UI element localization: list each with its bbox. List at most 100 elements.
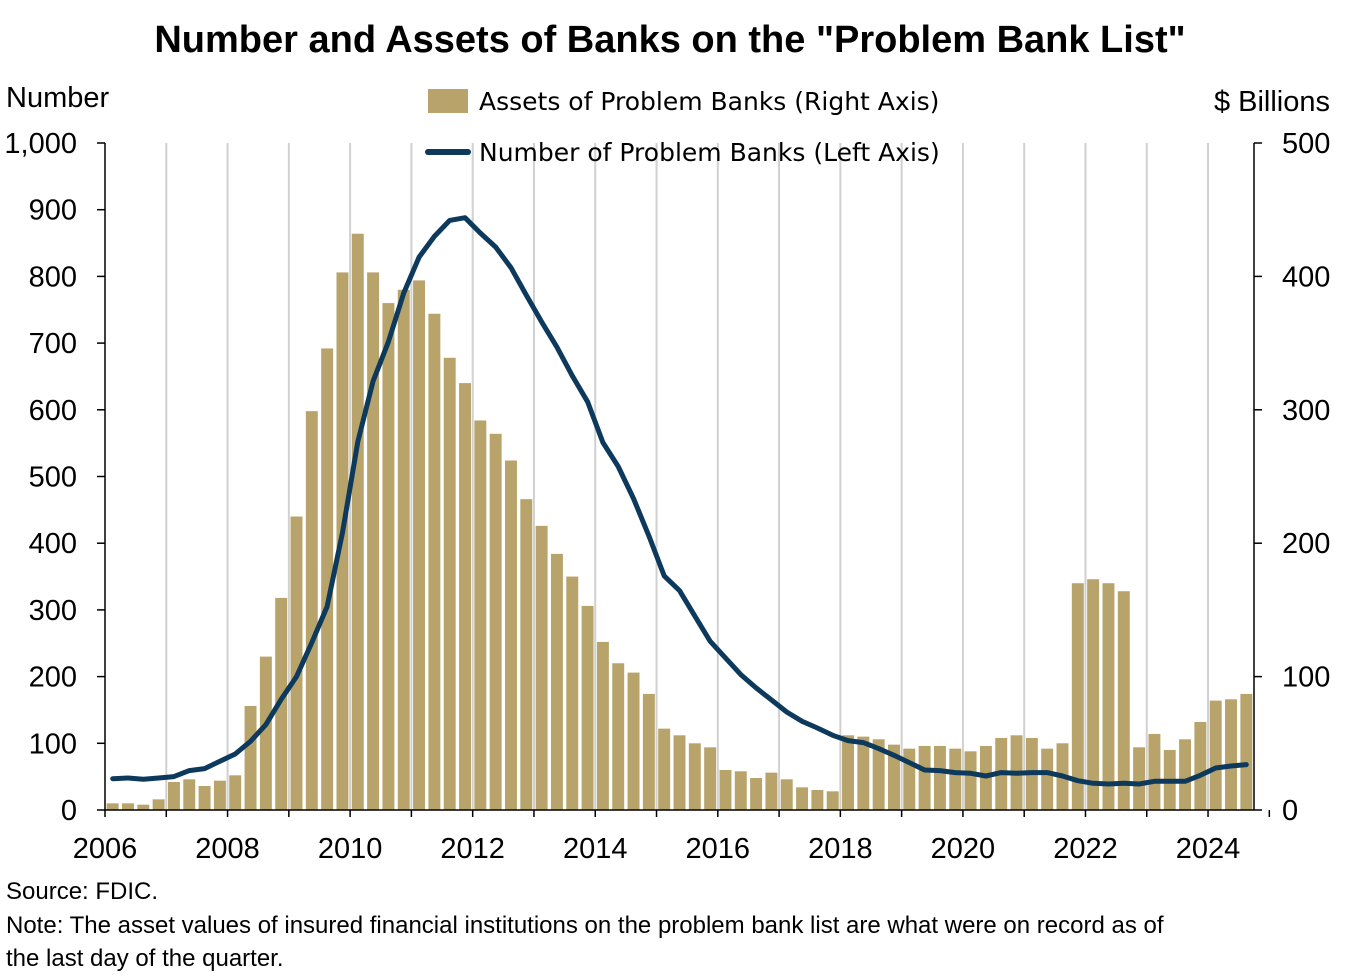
- x-tick-label: 2006: [73, 833, 138, 865]
- x-tick-label: 2018: [808, 833, 873, 865]
- assets-bar: [290, 516, 303, 810]
- x-axis-ticks: 2006 2008 2010 2012 2014 2016 2018 2020 2022 2024: [73, 810, 1271, 865]
- assets-bar: [1194, 721, 1207, 810]
- assets-bar: [321, 348, 334, 810]
- assets-bar: [244, 705, 257, 810]
- assets-bar: [137, 804, 150, 810]
- assets-bar: [719, 769, 732, 810]
- right-tick-label: 500: [1282, 128, 1330, 160]
- source-note: Source: FDIC.: [6, 878, 158, 905]
- assets-bar: [1148, 733, 1161, 810]
- footnote-line-2: the last day of the quarter.: [6, 945, 284, 972]
- assets-bar: [658, 728, 671, 810]
- x-tick-label: 2010: [318, 833, 383, 865]
- assets-bar: [596, 641, 609, 810]
- left-tick-label: 100: [29, 728, 77, 760]
- assets-bars: [106, 233, 1253, 811]
- assets-bar: [734, 771, 747, 810]
- assets-bar: [933, 745, 946, 810]
- x-tick-label: 2012: [440, 833, 505, 865]
- assets-bar: [581, 605, 594, 810]
- right-tick-label: 300: [1282, 395, 1330, 427]
- assets-bar: [1179, 739, 1192, 810]
- assets-bar: [474, 420, 487, 810]
- assets-bar: [1087, 579, 1100, 810]
- assets-bar: [642, 693, 655, 810]
- assets-bar: [750, 777, 763, 810]
- assets-bar: [106, 803, 119, 810]
- x-tick-label: 2020: [931, 833, 996, 865]
- assets-bar: [1102, 583, 1115, 810]
- assets-bar: [903, 748, 916, 810]
- right-tick-label: 100: [1282, 662, 1330, 694]
- assets-bar: [505, 460, 517, 810]
- footnote-line-1: Note: The asset values of insured financ…: [6, 912, 1164, 939]
- chart-title: Number and Assets of Banks on the "Probl…: [154, 19, 1185, 61]
- assets-bar: [1041, 748, 1054, 810]
- assets-bar: [1071, 583, 1084, 810]
- assets-bar: [550, 553, 563, 810]
- left-tick-label: 0: [61, 795, 77, 827]
- assets-bar: [566, 576, 579, 810]
- right-axis-ticks: 0 100 200 300 400 500: [1254, 128, 1330, 827]
- assets-bar: [1240, 693, 1253, 810]
- left-axis-ticks: 0 100 200 300 400 500 600 700 800 900 1,000: [4, 128, 105, 827]
- assets-bar: [428, 313, 441, 810]
- assets-bar: [704, 747, 717, 810]
- left-axis-label: Number: [6, 82, 109, 114]
- assets-bar: [1225, 699, 1237, 810]
- assets-bar: [152, 799, 165, 810]
- assets-bar: [459, 383, 471, 810]
- assets-bar: [949, 748, 962, 810]
- left-tick-label: 1,000: [4, 128, 77, 160]
- assets-bar: [1133, 747, 1146, 810]
- assets-bar: [842, 735, 854, 810]
- right-axis-label: $ Billions: [1214, 86, 1330, 118]
- assets-bar: [796, 787, 809, 810]
- assets-bar: [673, 735, 686, 810]
- assets-bar: [612, 663, 625, 810]
- assets-bar: [688, 743, 701, 810]
- legend-label-assets: Assets of Problem Banks (Right Axis): [479, 87, 939, 116]
- year-gridlines: [165, 143, 1210, 810]
- assets-bar: [520, 499, 533, 810]
- x-tick-label: 2008: [195, 833, 260, 865]
- assets-bar: [122, 803, 134, 810]
- x-tick-label: 2024: [1176, 833, 1241, 865]
- assets-bar: [1117, 591, 1130, 810]
- assets-bar: [382, 303, 395, 810]
- number-series-line: [110, 215, 1249, 787]
- left-tick-label: 700: [29, 328, 77, 360]
- assets-bar: [167, 781, 180, 810]
- right-tick-label: 200: [1282, 528, 1330, 560]
- left-tick-label: 900: [29, 195, 77, 227]
- assets-bar: [397, 289, 410, 810]
- legend: Assets of Problem Banks (Right Axis) Num…: [425, 87, 940, 167]
- assets-bar: [413, 280, 426, 811]
- assets-bar: [811, 789, 824, 810]
- assets-bar: [535, 525, 548, 810]
- right-tick-label: 0: [1282, 795, 1298, 827]
- assets-bar: [1209, 700, 1222, 810]
- assets-bar: [259, 656, 272, 810]
- assets-bar: [857, 736, 870, 810]
- assets-bar: [627, 672, 640, 810]
- assets-bar: [888, 744, 900, 810]
- assets-bar: [872, 739, 885, 810]
- x-tick-label: 2014: [563, 833, 628, 865]
- legend-swatch-assets: [428, 89, 468, 113]
- left-tick-label: 400: [29, 528, 77, 560]
- assets-bar: [351, 233, 364, 810]
- assets-bar: [183, 779, 196, 810]
- number-line: [110, 215, 1249, 787]
- x-tick-label: 2022: [1053, 833, 1118, 865]
- assets-bar: [229, 775, 242, 810]
- assets-bar: [443, 357, 456, 810]
- left-tick-label: 500: [29, 462, 77, 494]
- left-tick-label: 200: [29, 662, 77, 694]
- assets-bar: [964, 751, 977, 810]
- assets-bar: [489, 433, 502, 810]
- assets-bar: [780, 779, 793, 810]
- assets-bar: [367, 272, 380, 810]
